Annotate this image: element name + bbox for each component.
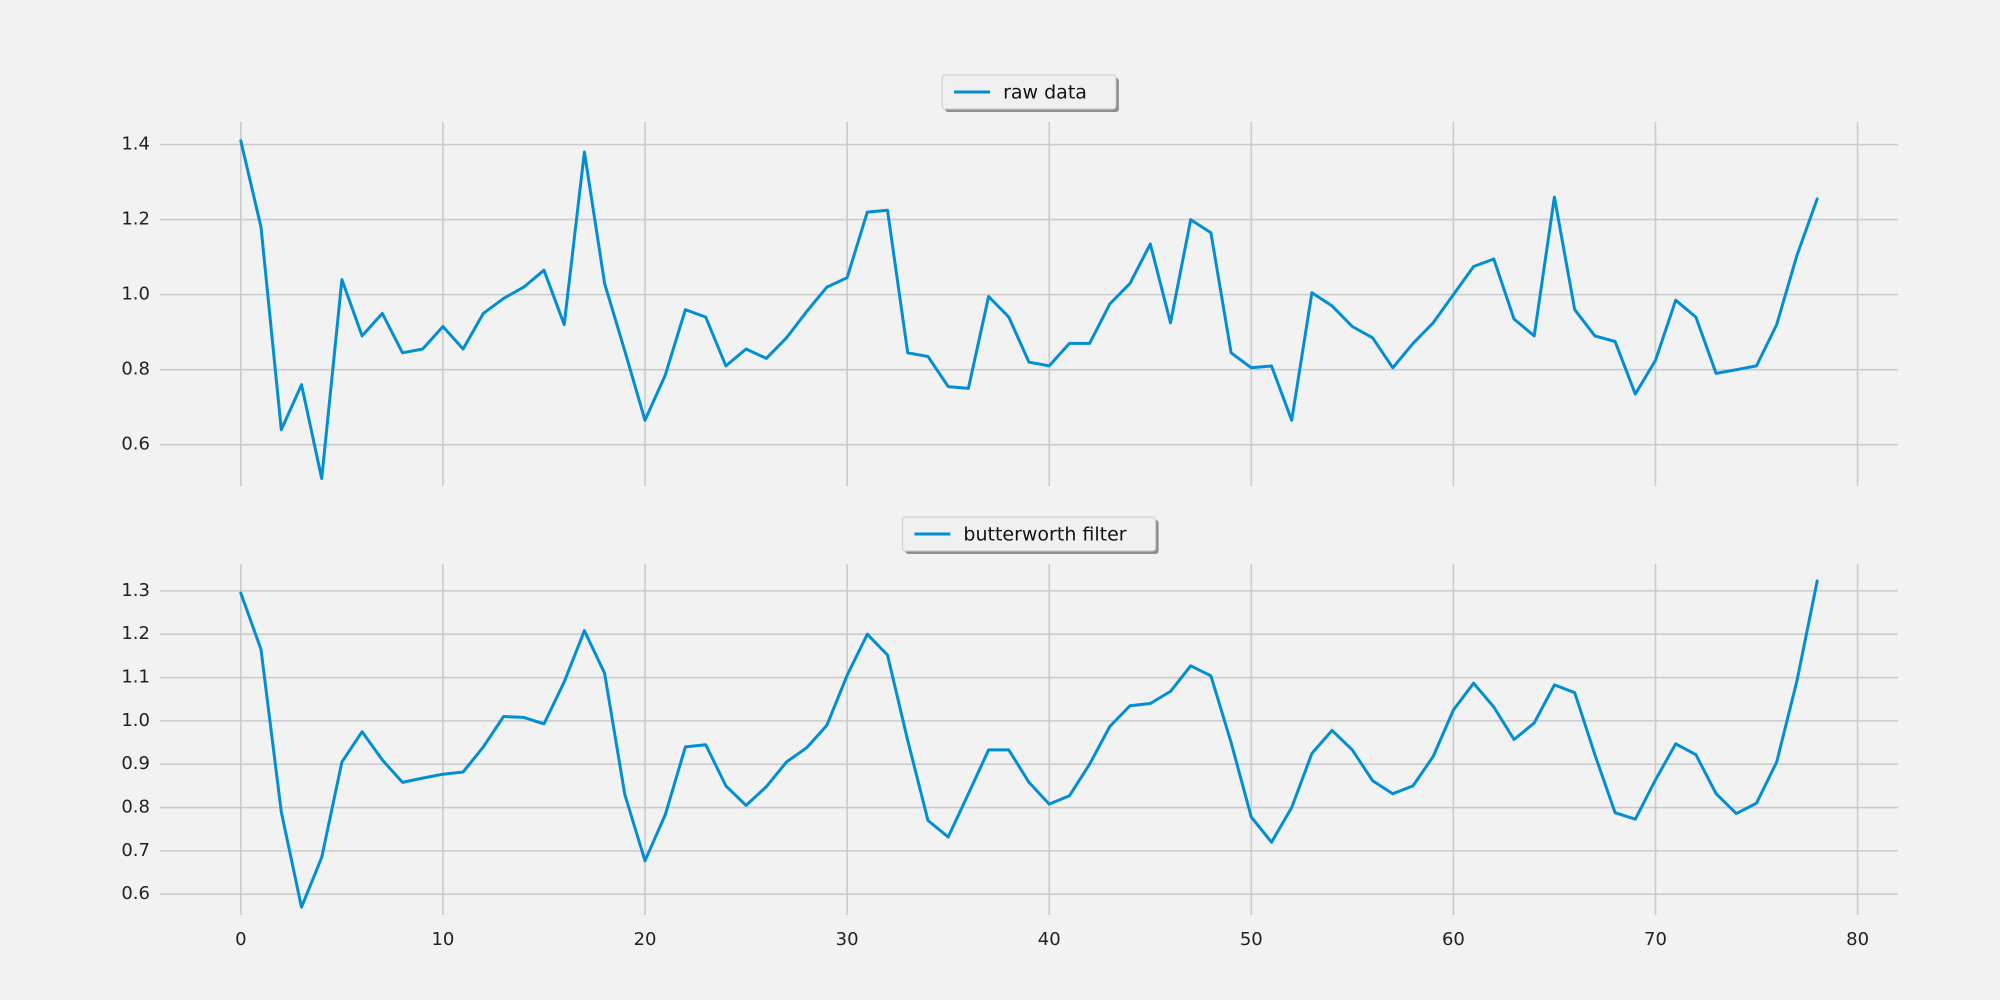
raw-data-panel: 0.6 0.8 1.0 1.2 1.4 raw data [121,74,1898,486]
legend-label: raw data [1003,82,1087,104]
grid [160,564,1898,915]
x-tick-label: 0 [235,929,246,950]
x-tick-label: 20 [634,929,657,950]
y-tick-label: 1.2 [121,209,150,230]
series-line [239,139,1819,480]
x-tick-label: 80 [1846,929,1869,950]
butterworth-filter-panel: 0.6 0.7 0.8 0.9 1.0 1.1 1.2 1.3 0 10 20 30 40 50 60 70 8… [121,516,1898,950]
x-tick-label: 60 [1442,929,1465,950]
y-tick-label: 0.8 [121,359,150,380]
y-tick-label: 0.8 [121,797,150,818]
grid [160,122,1898,486]
x-tick-label: 70 [1644,929,1667,950]
legend-label: butterworth filter [963,524,1126,546]
y-tick-label: 0.7 [121,840,150,861]
x-tick-label: 30 [836,929,859,950]
y-tick-label: 0.9 [121,753,150,774]
y-tick-label: 0.6 [121,434,150,455]
legend: butterworth filter [901,516,1159,554]
x-tick-label: 10 [431,929,454,950]
x-tick-label: 40 [1038,929,1061,950]
legend: raw data [941,74,1119,112]
y-tick-label: 1.3 [121,580,150,601]
y-tick-label: 0.6 [121,883,150,904]
y-tick-label: 1.0 [121,284,150,305]
series-line [239,579,1819,909]
legend-box [901,516,1157,552]
y-tick-label: 1.2 [121,623,150,644]
y-tick-label: 1.1 [121,667,150,688]
legend-box [941,74,1117,110]
y-tick-label: 1.0 [121,710,150,731]
x-tick-label: 50 [1240,929,1263,950]
y-tick-label: 1.4 [121,134,150,155]
